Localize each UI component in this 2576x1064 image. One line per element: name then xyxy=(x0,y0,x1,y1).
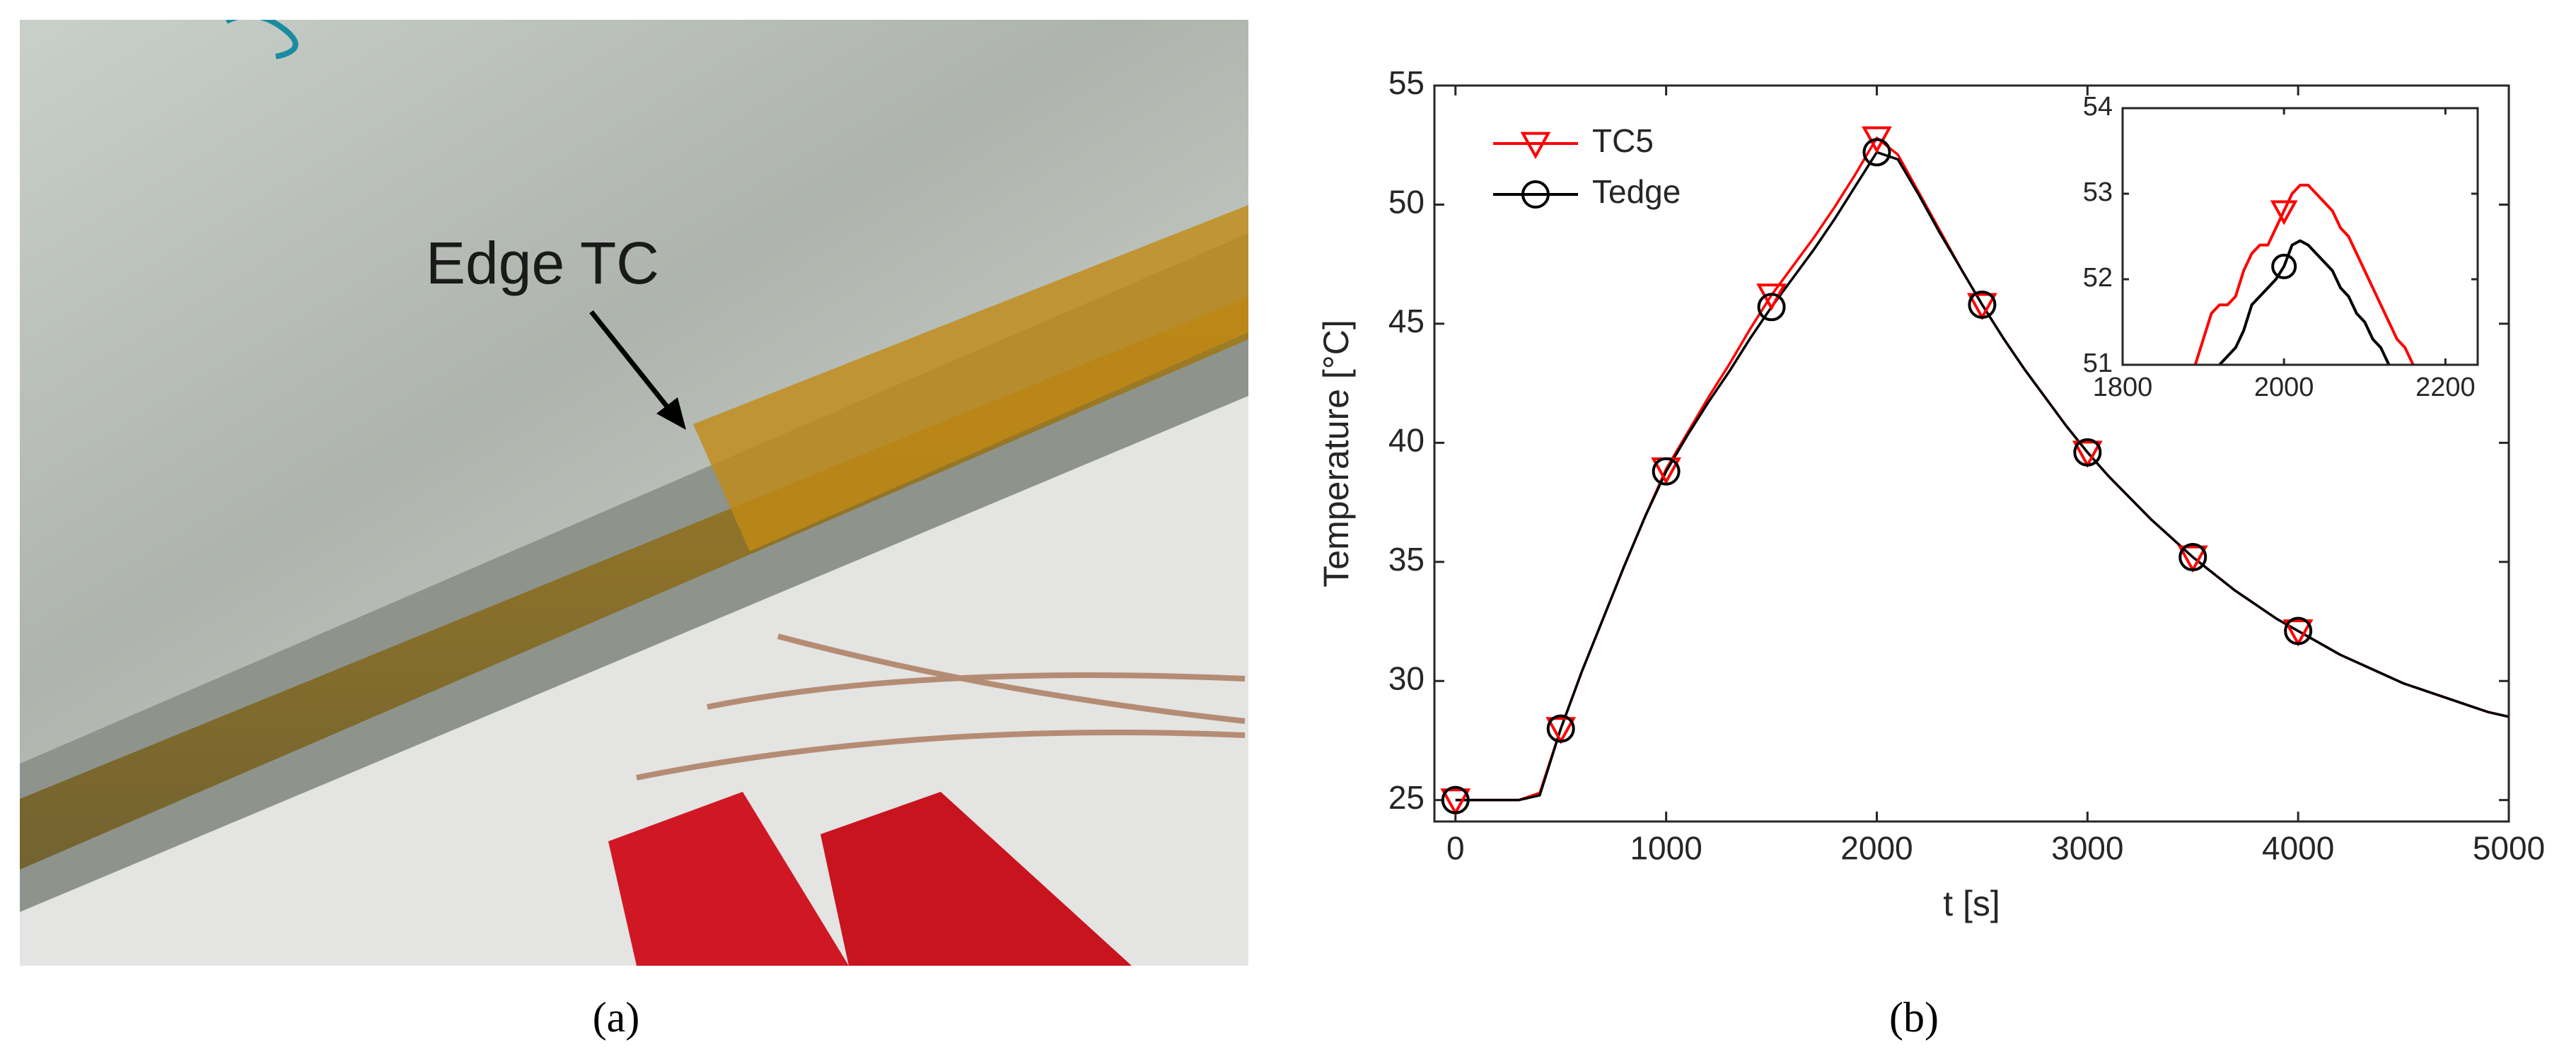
x-tick-label: 3000 xyxy=(2051,830,2123,867)
x-tick-label: 2200 xyxy=(2415,373,2476,402)
marker xyxy=(2073,438,2102,467)
arrow-head xyxy=(656,397,686,430)
marker xyxy=(2270,200,2298,226)
marker xyxy=(1441,785,1470,814)
plot-area xyxy=(2123,108,2478,365)
y-tick-label: 25 xyxy=(1388,779,1425,816)
marker xyxy=(1440,788,1471,816)
annotation-arrow xyxy=(589,310,678,419)
legend-label: TC5 xyxy=(1592,122,1654,159)
y-tick-label: 40 xyxy=(1388,421,1425,458)
y-tick-label: 53 xyxy=(2083,177,2113,207)
marker xyxy=(1862,126,1892,154)
plot-content xyxy=(1455,136,2509,802)
axes-frame xyxy=(1433,84,2510,823)
thermocouple-wires xyxy=(636,633,1246,781)
marker xyxy=(1757,293,1786,322)
y-tick-label: 51 xyxy=(2083,349,2113,378)
y-tick-label: 30 xyxy=(1388,660,1425,696)
line xyxy=(2193,183,2415,365)
marker xyxy=(1968,290,1997,319)
chart: 1800 2000 2200 51 52 53 54 xyxy=(2083,92,2479,402)
x-tick-label: 1000 xyxy=(1630,830,1702,867)
marker xyxy=(2271,253,2297,279)
y-tick-label: 52 xyxy=(2083,263,2113,293)
photo: Edge TC xyxy=(20,20,1248,966)
x-axis-label: t [s] xyxy=(1943,884,2000,923)
y-tick-label: 45 xyxy=(1388,303,1425,339)
line xyxy=(1455,151,2509,802)
x-tick-label: 2000 xyxy=(2254,373,2314,402)
marker xyxy=(2282,619,2314,647)
x-tick-label: 4000 xyxy=(2262,830,2334,867)
y-tick-label: 54 xyxy=(2083,92,2113,122)
marker xyxy=(2178,543,2207,572)
legend-marker xyxy=(1521,180,1550,209)
y-axis-label: Temperature [°C] xyxy=(1316,320,1356,587)
marker xyxy=(2072,440,2103,468)
legend-label: Tedge xyxy=(1592,173,1681,210)
x-tick-label: 1800 xyxy=(2093,373,2153,402)
y-tick-label: 55 xyxy=(1388,64,1425,101)
tape-patch xyxy=(693,205,1248,551)
y-tick-label: 50 xyxy=(1388,184,1425,221)
red-tube xyxy=(820,792,1132,966)
x-tick-label: 5000 xyxy=(2473,830,2545,867)
x-tick-label: 0 xyxy=(1446,830,1465,867)
red-tube xyxy=(608,792,849,966)
legend-marker xyxy=(1520,131,1551,160)
plot-content xyxy=(2193,183,2415,365)
photo-annotation: Edge TC xyxy=(426,230,659,296)
marker xyxy=(1652,457,1681,486)
x-tick-label: 2000 xyxy=(1840,830,1913,867)
battery-top xyxy=(20,20,1248,764)
axes-frame xyxy=(2121,107,2479,366)
marker xyxy=(1966,293,1997,321)
marker xyxy=(2177,545,2208,573)
marker-ink xyxy=(226,20,298,59)
caption: (a) xyxy=(593,994,640,1041)
marker xyxy=(2284,616,2313,645)
line xyxy=(2218,239,2391,365)
caption: (b) xyxy=(1889,994,1939,1041)
marker xyxy=(1862,138,1891,167)
y-tick-label: 35 xyxy=(1388,541,1425,578)
marker xyxy=(1546,714,1575,743)
marker xyxy=(1545,717,1577,744)
